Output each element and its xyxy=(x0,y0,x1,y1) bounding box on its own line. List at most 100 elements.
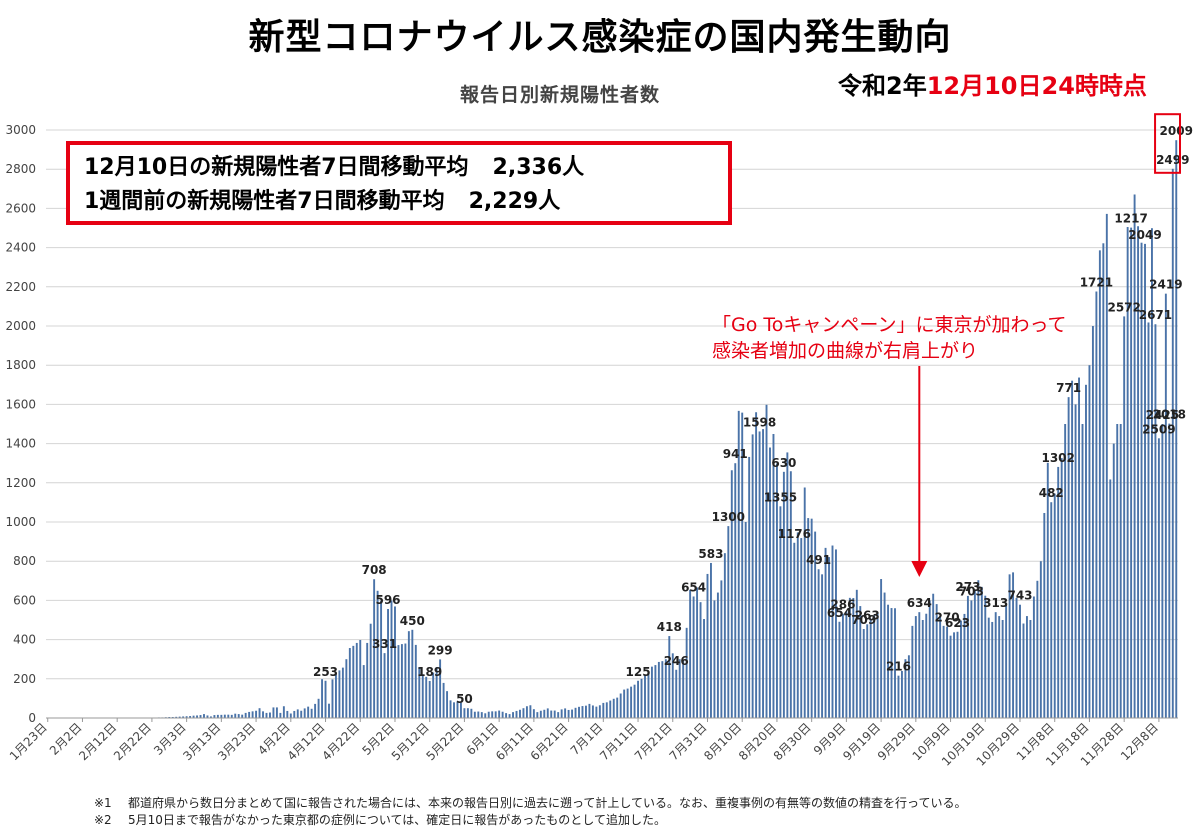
date-stamp: 令和2年12月10日24時時点 xyxy=(838,66,1147,101)
bar xyxy=(984,595,987,718)
moving-average-box: 12月10日の新規陽性者7日間移動平均 2,336人 1週間前の新規陽性者7日間移… xyxy=(66,141,732,225)
bar xyxy=(449,700,452,718)
bar xyxy=(498,710,501,718)
bar xyxy=(741,412,744,718)
bar xyxy=(1071,380,1074,718)
data-label: 1598 xyxy=(743,415,776,429)
bar xyxy=(300,710,303,718)
bar xyxy=(234,713,237,718)
bar xyxy=(939,616,942,718)
data-label: 2419 xyxy=(1149,278,1182,292)
y-tick-label: 2400 xyxy=(5,241,36,255)
bar xyxy=(1043,512,1046,718)
x-tick-label: 3月13日 xyxy=(180,720,223,763)
bar xyxy=(532,709,535,718)
bar xyxy=(775,463,778,718)
bar xyxy=(942,625,945,718)
bar xyxy=(1008,574,1011,718)
bar xyxy=(501,711,504,718)
bar xyxy=(706,573,709,718)
data-label: 2165 xyxy=(1170,0,1200,3)
bar xyxy=(626,688,629,718)
x-tick-label: 2月22日 xyxy=(111,720,154,763)
bar xyxy=(275,707,278,718)
bar xyxy=(1078,377,1080,718)
bar xyxy=(508,714,511,718)
bar xyxy=(873,615,876,718)
x-tick-label: 4月22日 xyxy=(319,720,362,763)
data-label: 1355 xyxy=(764,490,797,504)
bar xyxy=(859,606,862,718)
bar xyxy=(1095,291,1098,718)
bar xyxy=(907,655,910,718)
bar xyxy=(1053,493,1056,718)
footnote-1-text: 都道府県から数日分まとめて国に報告された場合には、本来の報告日別に過去に遡って計… xyxy=(128,796,967,810)
bar xyxy=(661,661,664,718)
bar xyxy=(269,712,271,718)
bar xyxy=(1032,596,1035,718)
bar xyxy=(473,711,476,718)
bar xyxy=(862,629,865,718)
data-label: 313 xyxy=(983,596,1008,610)
data-label: 771 xyxy=(1056,381,1081,395)
bar xyxy=(227,714,230,718)
bar xyxy=(630,686,633,718)
bar xyxy=(439,659,442,718)
x-tick-label: 8月10日 xyxy=(701,720,744,763)
bar xyxy=(762,429,765,718)
bar xyxy=(373,579,376,718)
bar xyxy=(894,608,896,718)
data-label: 2425 xyxy=(1146,408,1179,422)
bar xyxy=(387,609,389,718)
bar xyxy=(209,716,212,718)
bar xyxy=(1098,250,1101,718)
bar xyxy=(421,674,424,718)
bar xyxy=(394,606,396,718)
bar xyxy=(1029,620,1032,718)
bar xyxy=(178,716,181,718)
bar xyxy=(925,613,928,718)
data-label: 1217 xyxy=(1114,212,1147,226)
bar xyxy=(689,589,692,718)
bar xyxy=(1085,384,1087,718)
bar xyxy=(567,709,570,718)
bar xyxy=(310,708,313,718)
y-tick-label: 800 xyxy=(13,554,36,568)
bar xyxy=(928,600,931,718)
bar xyxy=(272,707,275,718)
y-tick-label: 2200 xyxy=(5,280,36,294)
chart-subtitle: 報告日別新規陽性者数 xyxy=(460,84,661,106)
data-label: 450 xyxy=(400,614,425,628)
bar xyxy=(529,705,532,718)
bar xyxy=(463,708,466,718)
bar xyxy=(685,627,688,718)
bar xyxy=(772,433,775,718)
bar xyxy=(994,612,997,718)
data-label: 1721 xyxy=(1080,276,1113,290)
bar xyxy=(456,701,459,718)
bar xyxy=(769,447,771,718)
y-tick-label: 2800 xyxy=(5,162,36,176)
bar xyxy=(369,623,372,718)
y-tick-label: 1800 xyxy=(5,358,36,372)
bar xyxy=(1123,316,1126,718)
bar xyxy=(765,404,768,718)
y-tick-label: 2600 xyxy=(5,201,36,215)
bar xyxy=(355,642,358,718)
bar xyxy=(1144,243,1146,718)
bar xyxy=(321,679,324,718)
footnote-2: ※2 5月10日まで報告がなかった東京都の症例については、確定日に報告があったもの… xyxy=(94,812,966,829)
bar xyxy=(289,713,292,718)
date-prefix: 令和2年 xyxy=(838,72,927,100)
bar xyxy=(189,716,192,718)
data-label: 418 xyxy=(657,620,682,634)
previous-average-label: 1週間前の新規陽性者7日間移動平均 xyxy=(84,189,445,214)
annotation-line-1: 「Go Toキャンペーン」に東京が加わって xyxy=(712,314,1067,336)
bar xyxy=(710,562,712,718)
bar xyxy=(414,644,417,718)
x-tick-label: 3月23日 xyxy=(215,720,258,763)
bar xyxy=(977,580,980,718)
bar xyxy=(810,518,813,718)
data-label: 331 xyxy=(372,637,397,651)
data-label: 482 xyxy=(1039,486,1064,500)
